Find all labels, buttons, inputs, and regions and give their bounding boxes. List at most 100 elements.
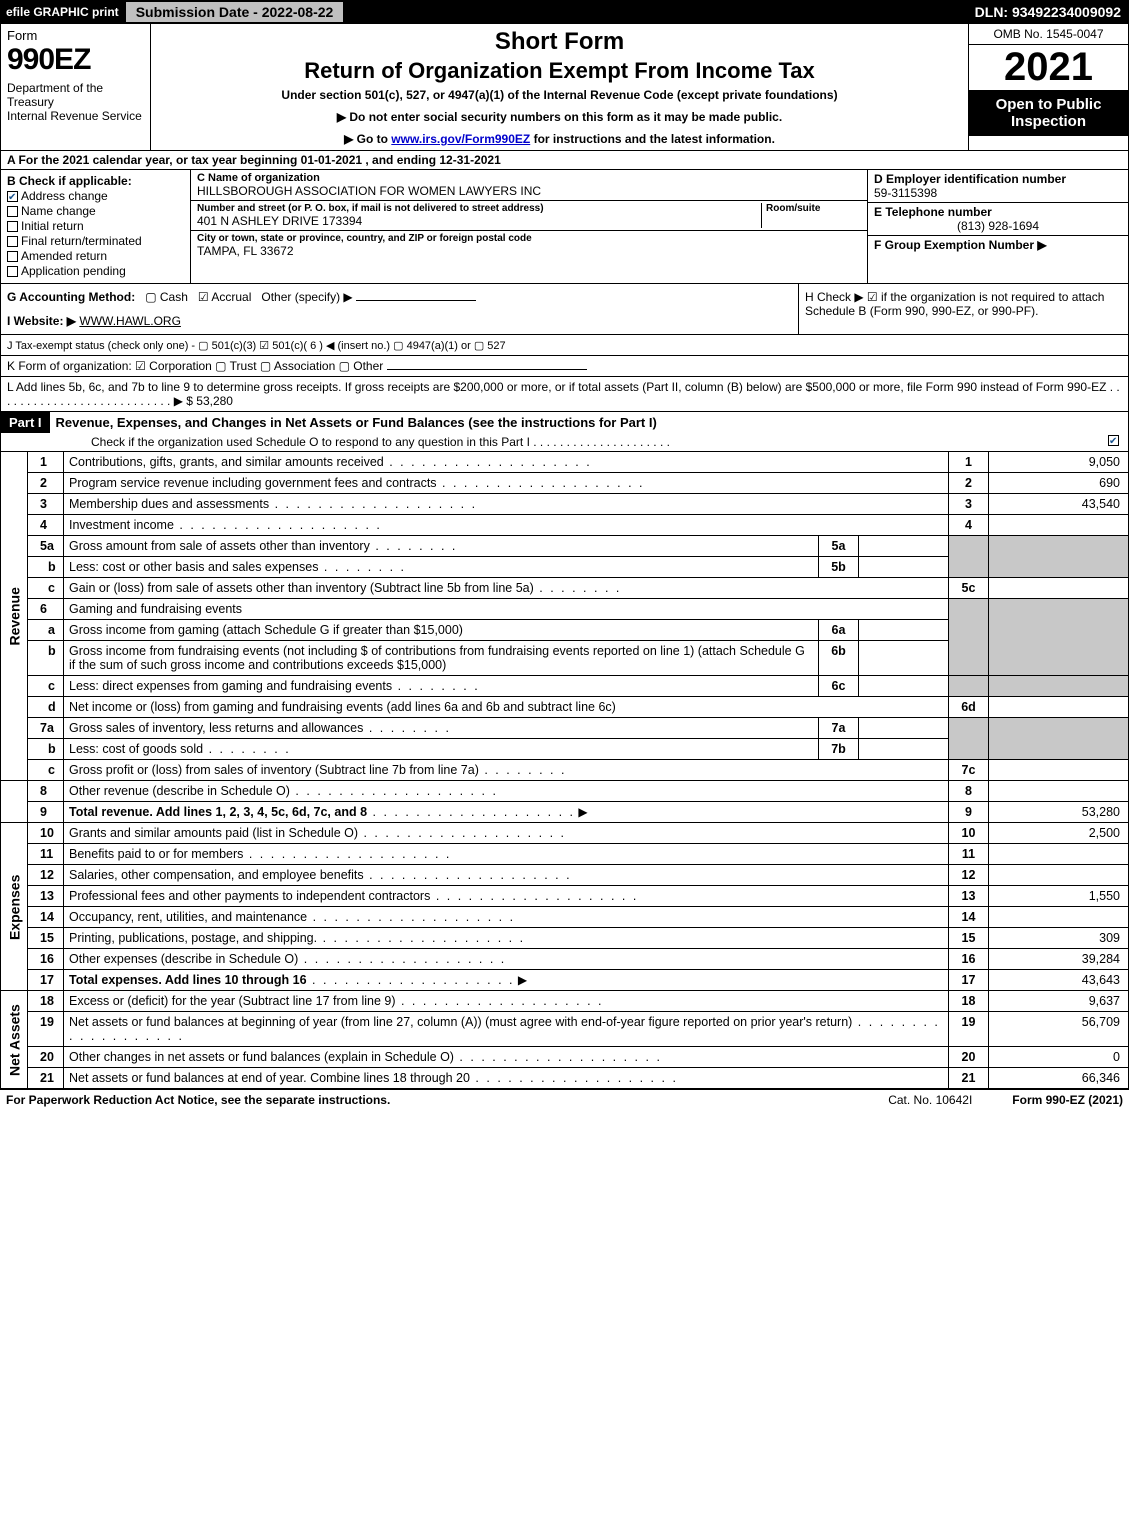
line-col: 12: [949, 865, 989, 886]
line-val: 690: [989, 473, 1129, 494]
row-h: H Check ▶ ☑ if the organization is not r…: [798, 284, 1128, 334]
sub-val: [859, 739, 949, 760]
ein: 59-3115398: [874, 186, 1122, 200]
efile-print[interactable]: efile GRAPHIC print: [0, 5, 125, 19]
sub-col: 5b: [819, 557, 859, 578]
line-col: 21: [949, 1068, 989, 1089]
section-b-header: B Check if applicable:: [7, 174, 184, 188]
shaded-cell: [949, 676, 989, 697]
line-val: 309: [989, 928, 1129, 949]
line-val: [989, 844, 1129, 865]
chk-application-pending[interactable]: Application pending: [7, 264, 184, 278]
line-desc: Gross income from gaming (attach Schedul…: [64, 620, 819, 641]
section-de: D Employer identification number 59-3115…: [868, 170, 1128, 283]
line-num: 5a: [28, 536, 64, 557]
part-1-label: Part I: [1, 412, 50, 433]
chk-amended-return[interactable]: Amended return: [7, 249, 184, 263]
open-public: Open to Public Inspection: [969, 90, 1128, 136]
form-header: Form 990EZ Department of the Treasury In…: [0, 24, 1129, 151]
website-link[interactable]: WWW.HAWL.ORG: [79, 314, 181, 328]
form-number: 990EZ: [7, 43, 144, 77]
g-accrual: Accrual: [211, 290, 251, 304]
street: 401 N ASHLEY DRIVE 173394: [197, 214, 761, 228]
line-num: 20: [28, 1047, 64, 1068]
line-col: 9: [949, 802, 989, 823]
line-val: [989, 865, 1129, 886]
part-1-check-text: Check if the organization used Schedule …: [91, 435, 1102, 449]
line-val: [989, 760, 1129, 781]
line-num: 7a: [28, 718, 64, 739]
g-label: G Accounting Method:: [7, 290, 135, 304]
line-desc: Gross income from fundraising events (no…: [64, 641, 819, 676]
short-form-title: Short Form: [161, 28, 958, 56]
row-gh: G Accounting Method: ▢ Cash ☑ Accrual Ot…: [0, 284, 1129, 335]
line-desc: Net assets or fund balances at beginning…: [64, 1012, 949, 1047]
omb-number: OMB No. 1545-0047: [969, 24, 1128, 45]
lines-table: Revenue 1 Contributions, gifts, grants, …: [0, 452, 1129, 1089]
shaded-cell: [949, 599, 989, 676]
chk-label: Final return/terminated: [21, 234, 142, 248]
phone-label: E Telephone number: [874, 205, 1122, 219]
city-label: City or town, state or province, country…: [197, 233, 861, 244]
sub-col: 6b: [819, 641, 859, 676]
page-footer: For Paperwork Reduction Act Notice, see …: [0, 1089, 1129, 1110]
line-val: 39,284: [989, 949, 1129, 970]
row-j: J Tax-exempt status (check only one) - ▢…: [0, 335, 1129, 356]
line-col: 7c: [949, 760, 989, 781]
street-row: Number and street (or P. O. box, if mail…: [191, 201, 867, 231]
dln: DLN: 93492234009092: [975, 4, 1129, 20]
sub-val: [859, 718, 949, 739]
department: Department of the Treasury Internal Reve…: [7, 81, 144, 123]
instruction-2: ▶ Go to www.irs.gov/Form990EZ for instru…: [161, 132, 958, 146]
chk-name-change[interactable]: Name change: [7, 204, 184, 218]
line-col: 10: [949, 823, 989, 844]
sub-col: 6c: [819, 676, 859, 697]
line-desc: Occupancy, rent, utilities, and maintena…: [64, 907, 949, 928]
line-desc: Other changes in net assets or fund bala…: [64, 1047, 949, 1068]
checkbox-icon: [7, 236, 18, 247]
line-desc: Other expenses (describe in Schedule O): [64, 949, 949, 970]
ein-label: D Employer identification number: [874, 172, 1122, 186]
line-val: 43,540: [989, 494, 1129, 515]
subtitle: Under section 501(c), 527, or 4947(a)(1)…: [161, 88, 958, 102]
line-desc: Membership dues and assessments: [64, 494, 949, 515]
line-val: [989, 781, 1129, 802]
netassets-side-label: Net Assets: [1, 991, 28, 1089]
line-desc: Professional fees and other payments to …: [64, 886, 949, 907]
line-col: 1: [949, 452, 989, 473]
line-desc: Grants and similar amounts paid (list in…: [64, 823, 949, 844]
chk-initial-return[interactable]: Initial return: [7, 219, 184, 233]
line-col: 2: [949, 473, 989, 494]
line-col: 11: [949, 844, 989, 865]
shaded-cell: [989, 676, 1129, 697]
checkbox-icon: [1108, 435, 1119, 446]
line-desc: Total expenses. Add lines 10 through 16: [64, 970, 949, 991]
line-num: c: [28, 760, 64, 781]
irs-link[interactable]: www.irs.gov/Form990EZ: [391, 132, 530, 146]
line-desc: Gross amount from sale of assets other t…: [64, 536, 819, 557]
sub-val: [859, 676, 949, 697]
chk-address-change[interactable]: Address change: [7, 189, 184, 203]
header-right: OMB No. 1545-0047 2021 Open to Public In…: [968, 24, 1128, 150]
j-text: J Tax-exempt status (check only one) - ▢…: [7, 340, 506, 352]
street-label: Number and street (or P. O. box, if mail…: [197, 203, 761, 214]
line-desc-bold: Total expenses. Add lines 10 through 16: [69, 973, 307, 987]
chk-final-return[interactable]: Final return/terminated: [7, 234, 184, 248]
checkbox-icon: [7, 266, 18, 277]
line-col: 3: [949, 494, 989, 515]
line-desc: Gain or (loss) from sale of assets other…: [64, 578, 949, 599]
expenses-side-label: Expenses: [1, 823, 28, 991]
city-row: City or town, state or province, country…: [191, 231, 867, 260]
line-col: 4: [949, 515, 989, 536]
l-amount: 53,280: [196, 394, 233, 408]
line-desc: Salaries, other compensation, and employ…: [64, 865, 949, 886]
line-val: 66,346: [989, 1068, 1129, 1089]
line-val: 53,280: [989, 802, 1129, 823]
sub-val: [859, 536, 949, 557]
checkbox-icon: [7, 191, 18, 202]
line-num: 21: [28, 1068, 64, 1089]
line-desc: Gross sales of inventory, less returns a…: [64, 718, 819, 739]
line-val: [989, 697, 1129, 718]
line-desc: Less: direct expenses from gaming and fu…: [64, 676, 819, 697]
line-val: [989, 578, 1129, 599]
